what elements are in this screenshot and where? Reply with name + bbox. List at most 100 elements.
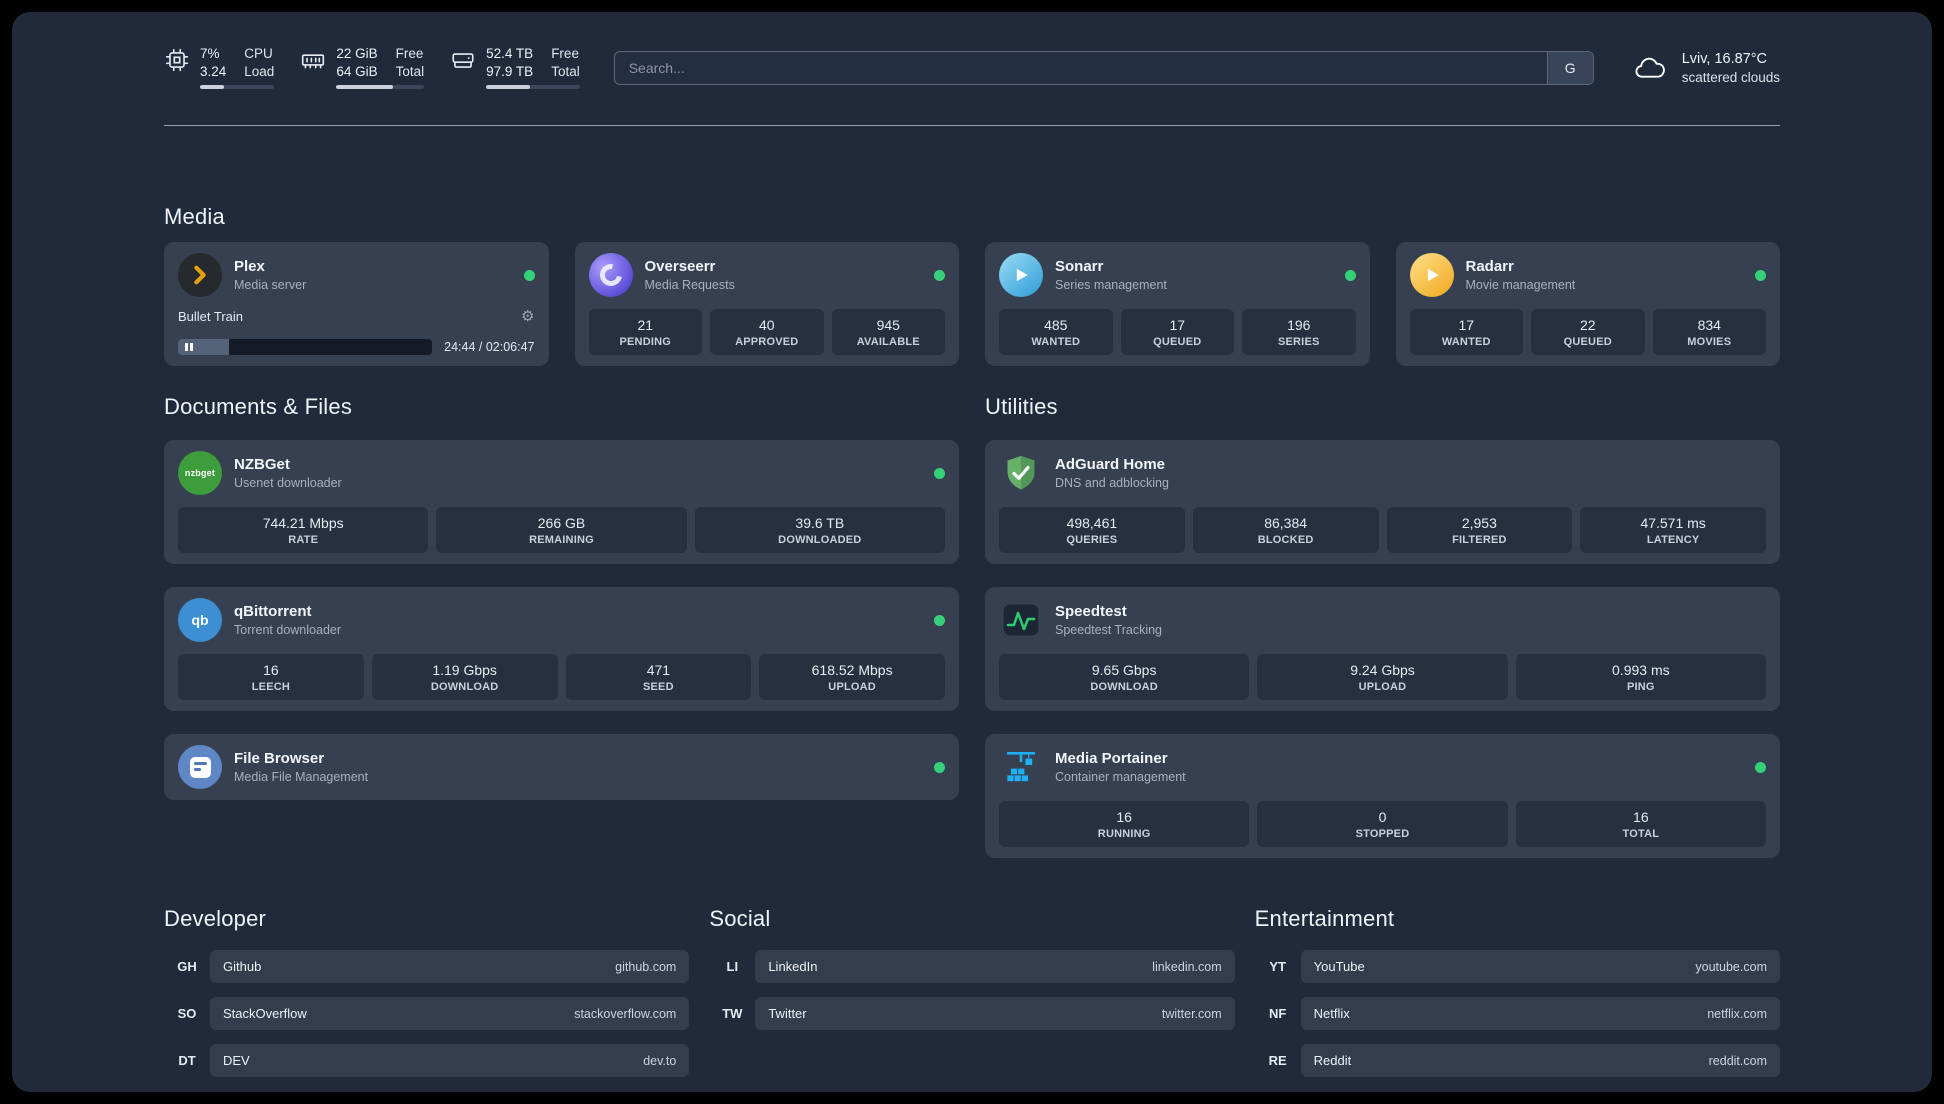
stat-value: 1.19 Gbps	[432, 662, 497, 679]
stat-tile: 40 APPROVED	[710, 309, 824, 356]
bookmark-abbr: GH	[177, 959, 197, 975]
stat-value: 9.65 Gbps	[1091, 662, 1157, 679]
stat-tile: 945 AVAILABLE	[831, 309, 945, 356]
section-title-documents: Documents & Files	[164, 394, 353, 420]
disk-icon	[452, 53, 474, 68]
status-dot	[934, 467, 945, 479]
seek-bar[interactable]	[178, 339, 433, 356]
stat-label: APPROVED	[735, 336, 799, 349]
stat-tile: 16 LEECH	[178, 654, 364, 701]
cpu-progress-bar	[200, 85, 275, 90]
app-card-overseerr[interactable]: Overseerr Media Requests 21 PENDING 40 A…	[574, 242, 959, 367]
cpu-label: CPU	[244, 46, 273, 61]
stat-label: UPLOAD	[1358, 681, 1407, 694]
portainer-icon	[999, 745, 1043, 789]
app-card-speedtest[interactable]: Speedtest Speedtest Tracking 9.65 Gbps D…	[985, 587, 1780, 712]
cloud-icon	[1635, 57, 1665, 78]
bookmark-linkedin[interactable]: LI LinkedIn linkedin.com	[709, 950, 1235, 984]
stat-label: TOTAL	[1622, 828, 1660, 841]
app-description: Media Requests	[644, 278, 735, 293]
stat-tile: 9.24 Gbps UPLOAD	[1257, 654, 1508, 701]
bookmark-youtube[interactable]: YT YouTube youtube.com	[1255, 950, 1780, 984]
bookmark-abbr: NF	[1268, 1006, 1287, 1022]
app-card-portainer[interactable]: Media Portainer Container management 16 …	[985, 734, 1780, 859]
qbittorrent-icon: qb	[178, 598, 222, 643]
stat-value: 86,384	[1264, 515, 1308, 532]
stat-value: 40	[758, 317, 775, 334]
app-card-radarr[interactable]: Radarr Movie management 17 WANTED 22 QUE…	[1395, 242, 1780, 367]
stat-tile: 9.65 Gbps DOWNLOAD	[999, 654, 1250, 701]
media-grid: Plex Media server Bullet Train ⚙	[164, 242, 1780, 367]
bookmark-url: linkedin.com	[1152, 959, 1222, 974]
stat-value: 39.6 TB	[795, 515, 845, 532]
bookmark-reddit[interactable]: RE Reddit reddit.com	[1255, 1044, 1780, 1078]
section-utilities: Utilities	[985, 394, 1780, 859]
stat-tile: 471 SEED	[565, 654, 752, 701]
app-description: Speedtest Tracking	[1055, 623, 1163, 638]
section-title-social: Social	[709, 906, 771, 932]
stat-tile: 86,384 BLOCKED	[1192, 507, 1379, 554]
stat-tile: 834 MOVIES	[1652, 309, 1766, 356]
bookmark-abbr: LI	[726, 959, 739, 975]
app-card-plex[interactable]: Plex Media server Bullet Train ⚙	[164, 242, 549, 367]
app-card-sonarr[interactable]: Sonarr Series management 485 WANTED 17 Q…	[985, 242, 1370, 367]
cpu-load-value: 3.24	[200, 63, 227, 79]
weather-widget: Lviv, 16.87°C scattered clouds	[1628, 51, 1780, 85]
bookmark-netflix[interactable]: NF Netflix netflix.com	[1255, 997, 1780, 1031]
section-media: Media Plex Media server	[164, 204, 1780, 367]
disk-total-label: Total	[551, 63, 580, 79]
stat-value: 618.52 Mbps	[811, 662, 893, 679]
stat-label: UPLOAD	[828, 681, 876, 694]
sonarr-icon	[999, 253, 1043, 298]
app-name: Overseerr	[644, 258, 716, 276]
app-description: Torrent downloader	[234, 623, 342, 638]
stat-value: 16	[263, 662, 279, 679]
section-title-media: Media	[164, 204, 225, 230]
app-card-nzbget[interactable]: nzbget NZBGet Usenet downloader 744.21 M…	[164, 440, 959, 565]
bookmark-name: LinkedIn	[768, 959, 818, 975]
bookmark-stackoverflow[interactable]: SO StackOverflow stackoverflow.com	[164, 997, 690, 1031]
radarr-icon	[1409, 253, 1454, 298]
stat-tile: 39.6 TB DOWNLOADED	[694, 507, 945, 554]
bookmark-name: YouTube	[1313, 959, 1365, 975]
bookmark-twitter[interactable]: TW Twitter twitter.com	[709, 997, 1235, 1031]
status-dot	[1755, 761, 1766, 773]
stat-label: PING	[1626, 681, 1655, 694]
search-engine-button[interactable]: G	[1546, 51, 1593, 84]
bookmark-name: Twitter	[768, 1006, 807, 1022]
stat-value: 2,953	[1461, 515, 1497, 532]
app-card-qbittorrent[interactable]: qb qBittorrent Torrent downloader 16	[164, 587, 959, 712]
bookmark-name: StackOverflow	[223, 1006, 307, 1022]
bookmark-dev[interactable]: DT DEV dev.to	[164, 1044, 690, 1078]
stat-tile: 485 WANTED	[999, 309, 1113, 356]
app-name: Sonarr	[1055, 258, 1104, 276]
qbittorrent-icon-text: qb	[191, 612, 209, 629]
now-playing-title: Bullet Train	[178, 309, 244, 325]
pause-icon[interactable]	[185, 343, 193, 352]
ram-progress-fill	[336, 85, 394, 90]
app-name: Speedtest	[1055, 603, 1127, 621]
app-card-adguard[interactable]: AdGuard Home DNS and adblocking 498,461 …	[985, 440, 1780, 565]
stat-value: 485	[1044, 317, 1068, 334]
ram-free-value: 22 GiB	[336, 46, 378, 61]
search-input[interactable]	[614, 51, 1547, 84]
stat-value: 196	[1287, 317, 1311, 334]
gear-icon[interactable]: ⚙	[521, 308, 535, 326]
stat-label: REMAINING	[529, 534, 594, 547]
stat-tile: 1.19 Gbps DOWNLOAD	[371, 654, 558, 701]
stat-value: 744.21 Mbps	[262, 515, 344, 532]
playback-time: 24:44 / 02:06:47	[444, 340, 535, 355]
app-name: Plex	[234, 258, 265, 276]
stat-label: QUEUED	[1563, 336, 1612, 349]
stat-value: 47.571 ms	[1640, 515, 1706, 532]
ram-progress-bar	[336, 85, 425, 90]
stat-label: DOWNLOAD	[1090, 681, 1158, 694]
ram-total-label: Total	[395, 63, 425, 79]
stat-tile: 22 QUEUED	[1531, 309, 1645, 356]
stat-value: 17	[1169, 317, 1186, 334]
bookmark-url: youtube.com	[1695, 959, 1767, 974]
nzbget-icon-text: nzbget	[184, 468, 216, 479]
app-card-filebrowser[interactable]: File Browser Media File Management	[164, 734, 959, 801]
bookmark-github[interactable]: GH Github github.com	[164, 950, 690, 984]
stat-label: RATE	[288, 534, 319, 547]
